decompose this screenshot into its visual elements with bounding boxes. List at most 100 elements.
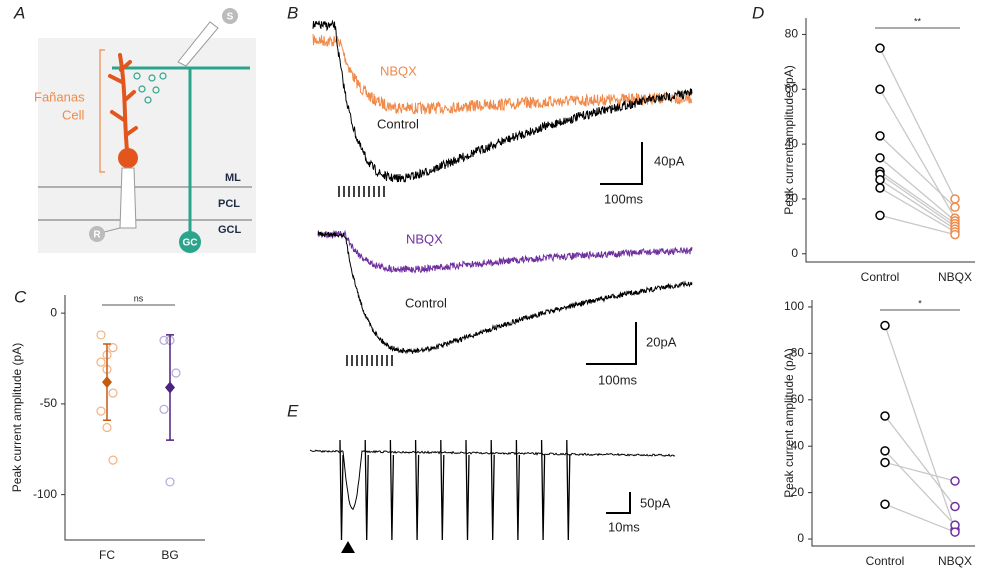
stim-label: S xyxy=(227,12,234,23)
stim-artifact xyxy=(365,440,368,540)
y-tick-label: 0 xyxy=(791,246,798,260)
layer-label: GCL xyxy=(218,224,242,236)
gc-label: GC xyxy=(183,238,198,249)
pair-line xyxy=(885,326,955,530)
point xyxy=(951,528,959,536)
point xyxy=(881,412,889,420)
trace-label: Control xyxy=(377,116,419,131)
scale-label: 20pA xyxy=(646,334,677,349)
trace-label: Control xyxy=(405,295,447,310)
diagram-bg xyxy=(38,38,256,253)
point xyxy=(109,389,117,397)
panel-label: C xyxy=(14,287,27,306)
point xyxy=(97,407,105,415)
stim-artifact xyxy=(466,440,469,540)
panel-label: E xyxy=(287,401,299,420)
y-tick-label: 80 xyxy=(785,27,799,41)
scale-bar xyxy=(606,492,630,513)
point xyxy=(172,369,180,377)
y-tick-label: 0 xyxy=(797,531,804,545)
scale-label: 50pA xyxy=(640,495,671,510)
pair-line xyxy=(880,89,955,218)
y-axis-label: Peak current amplitude (pA) xyxy=(782,348,796,497)
point xyxy=(881,458,889,466)
pair-line xyxy=(885,504,955,532)
y-tick-label: -100 xyxy=(33,487,57,501)
scale-label: 100ms xyxy=(604,191,644,206)
x-tick-label: NBQX xyxy=(938,270,972,284)
figure: A B C D E ML PCL GCL Fañanas Cell GC S R… xyxy=(0,0,984,570)
point xyxy=(951,195,959,203)
stim-arrow xyxy=(341,541,355,553)
trace-label: NBQX xyxy=(406,231,443,246)
x-tick-label: Control xyxy=(861,270,900,284)
panel-label: D xyxy=(752,3,764,22)
stim-artifact xyxy=(390,440,393,540)
point xyxy=(876,176,884,184)
stim-artifact xyxy=(340,440,343,540)
x-tick-label: BG xyxy=(161,548,178,562)
point xyxy=(876,85,884,93)
axis xyxy=(65,295,205,540)
y-tick-label: 0 xyxy=(50,305,57,319)
point xyxy=(881,322,889,330)
rec-label: R xyxy=(93,230,101,241)
trace xyxy=(318,231,692,273)
mean-marker xyxy=(102,376,112,388)
point xyxy=(876,211,884,219)
diagram: ML PCL GCL Fañanas Cell GC S R xyxy=(34,8,256,253)
pair-line xyxy=(885,462,955,481)
sig-label: ns xyxy=(134,293,144,303)
fananas-soma xyxy=(118,148,138,168)
point xyxy=(97,358,105,366)
pair-line xyxy=(880,136,955,207)
point xyxy=(166,478,174,486)
sig-label: * xyxy=(918,298,922,308)
cell-label: Cell xyxy=(62,107,85,122)
trace-label: NBQX xyxy=(380,63,417,78)
x-tick-label: FC xyxy=(99,548,115,562)
x-tick-label: NBQX xyxy=(938,554,972,568)
point xyxy=(881,500,889,508)
point xyxy=(160,405,168,413)
scale-bar xyxy=(586,322,636,364)
cell-label: Fañanas xyxy=(34,89,85,104)
pair-line xyxy=(880,48,955,199)
point xyxy=(876,154,884,162)
rec-pipette xyxy=(120,168,136,228)
point xyxy=(97,331,105,339)
pair-line xyxy=(880,180,955,229)
y-axis-label: Peak current amplitude (pA) xyxy=(782,65,796,214)
layer-label: ML xyxy=(225,172,241,184)
axis xyxy=(812,300,975,546)
scale-label: 10ms xyxy=(608,519,640,534)
stim-artifact xyxy=(416,440,419,540)
scale-label: 100ms xyxy=(598,372,638,387)
mean-marker xyxy=(165,382,175,394)
stim-artifact xyxy=(441,440,444,540)
pair-line xyxy=(880,158,955,221)
stim-artifact xyxy=(491,440,494,540)
point xyxy=(876,132,884,140)
point xyxy=(951,503,959,511)
point xyxy=(951,203,959,211)
point xyxy=(881,447,889,455)
point xyxy=(876,184,884,192)
panel-label: A xyxy=(13,3,25,22)
panel-label: B xyxy=(287,3,298,22)
y-axis-label: Peak current amplitude (pA) xyxy=(10,343,24,492)
point xyxy=(951,477,959,485)
sig-label: ** xyxy=(914,16,922,26)
point xyxy=(103,423,111,431)
stim-artifact xyxy=(516,440,519,540)
point xyxy=(951,231,959,239)
scale-bar xyxy=(600,142,642,184)
point xyxy=(876,44,884,52)
y-tick-label: 100 xyxy=(784,299,804,313)
x-tick-label: Control xyxy=(866,554,905,568)
layer-label: PCL xyxy=(218,198,240,210)
scale-label: 40pA xyxy=(654,153,685,168)
point xyxy=(109,456,117,464)
y-tick-label: -50 xyxy=(40,396,58,410)
point xyxy=(109,344,117,352)
